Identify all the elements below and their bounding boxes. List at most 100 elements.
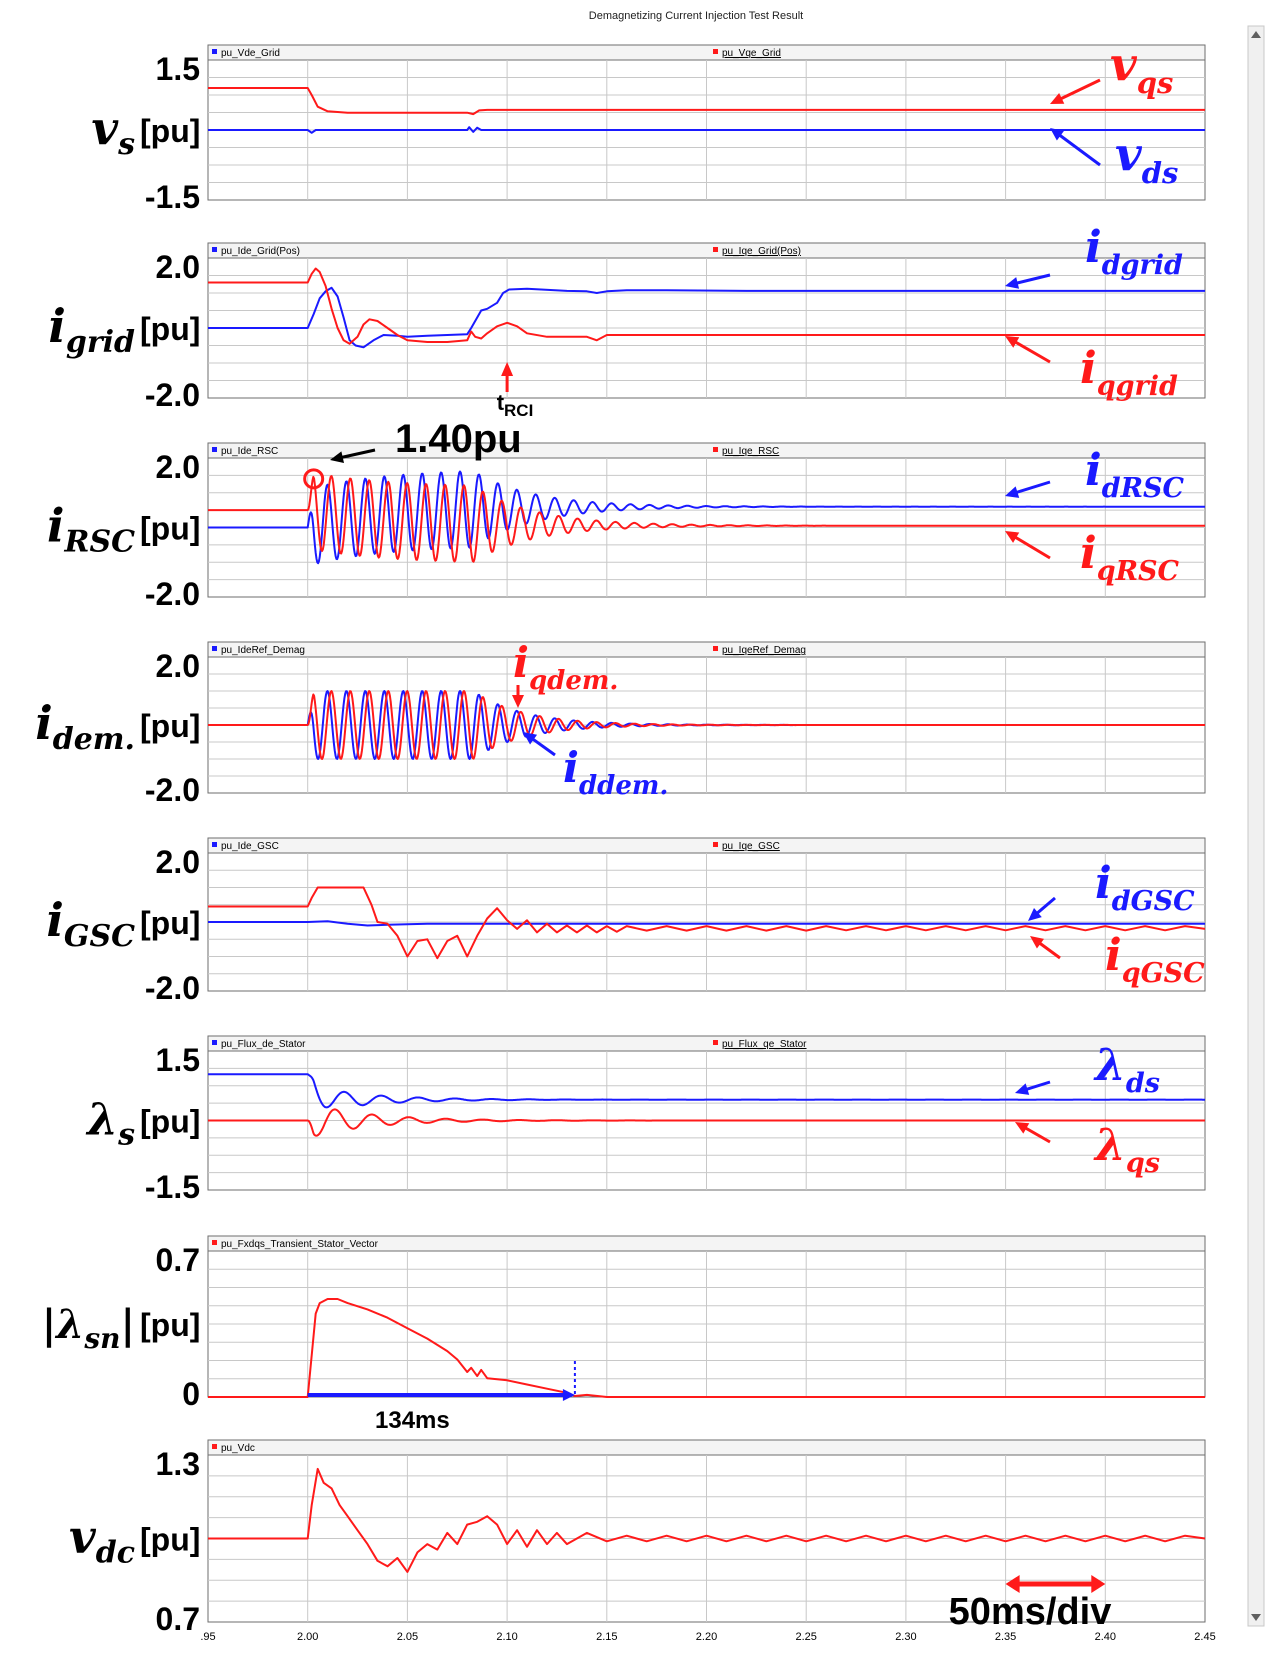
y-axis-unit-label: [pu] (140, 1104, 200, 1140)
annotation-label: idGSC (1095, 858, 1195, 917)
annotation-arrow (1012, 480, 1051, 496)
series-line-pu_Flux_qe_Stator (208, 1108, 1206, 1137)
scroll-up-icon[interactable] (1251, 31, 1261, 38)
series-line-pu_Vde_Grid (208, 126, 1205, 134)
legend-label: pu_Ide_GSC (221, 841, 279, 852)
annotation-arrowhead (1050, 92, 1065, 104)
panel-1: pu_Vde_Grid pu_Vqe_Grid 1.5 -1.5 vs [pu] vqs vd… (91, 37, 1206, 215)
y-tick-label-bottom: -2.0 (145, 377, 200, 413)
scale-annotation: 50ms/div (949, 1591, 1112, 1633)
y-axis-quantity-label: λs (85, 1095, 135, 1153)
y-axis-unit-label: [pu] (140, 905, 200, 941)
legend-label: pu_IdeRef_Demag (221, 645, 305, 656)
y-axis-unit-label: [pu] (140, 1522, 200, 1558)
series-line-pu_IqeRef_Demag (208, 690, 1206, 760)
x-tick-label: 2.05 (397, 1631, 418, 1643)
annotation-label: λds (1093, 1040, 1160, 1099)
legend-swatch (713, 247, 718, 252)
annotation-arrow (1021, 1124, 1051, 1144)
y-axis-unit-label: [pu] (140, 113, 200, 149)
window-title: Demagnetizing Current Injection Test Res… (589, 10, 803, 22)
annotation-arrowhead (1015, 1083, 1030, 1095)
y-tick-label-top: 2.0 (156, 844, 200, 880)
scale-arrowhead-left (1005, 1575, 1020, 1593)
y-tick-label-bottom: 0 (182, 1376, 200, 1412)
panel-header (207, 641, 1206, 658)
panel-8: pu_Vdc 1.3 0.7 vdc [pu] 50ms/div (69, 1439, 1206, 1637)
legend-swatch (212, 1040, 217, 1045)
legend-label: pu_Iqe_RSC (722, 446, 779, 457)
legend-label: pu_Flux_qe_Stator (722, 1039, 807, 1050)
y-tick-label-bottom: 0.7 (156, 1601, 200, 1637)
y-tick-label-bottom: -2.0 (145, 772, 200, 808)
y-axis-unit-label: [pu] (140, 511, 200, 547)
legend-label: pu_Fxdqs_Transient_Stator_Vector (221, 1239, 379, 1250)
x-tick-label: 2.40 (1095, 1631, 1116, 1643)
trci-arrowhead (501, 362, 514, 376)
annotation-label: 134ms (375, 1407, 450, 1434)
panel-5: pu_Ide_GSC pu_Iqe_GSC 2.0 -2.0 iGSC [pu] idGSC… (46, 837, 1206, 1006)
x-tick-label: 2.20 (696, 1631, 717, 1643)
legend-swatch (212, 49, 217, 54)
legend-swatch (212, 1240, 217, 1245)
x-tick-label: 2.25 (795, 1631, 816, 1643)
legend-label: pu_Ide_Grid(Pos) (221, 246, 300, 257)
series-line-pu_Iqe_Grid(Pos) (208, 267, 1205, 345)
y-axis-quantity-label: idem. (35, 696, 135, 757)
legend-swatch (212, 247, 217, 252)
y-tick-label-top: 1.5 (156, 1042, 200, 1078)
series-line-pu_Ide_Grid(Pos) (208, 286, 1205, 349)
series-line-pu_Ide_RSC (208, 470, 1206, 565)
annotation-arrowhead (330, 451, 344, 464)
y-axis-unit-label: [pu] (140, 1307, 200, 1343)
vertical-scrollbar[interactable] (1247, 25, 1265, 1627)
panel-header (207, 442, 1206, 459)
legend-label: pu_IqeRef_Demag (722, 645, 806, 656)
scroll-down-icon[interactable] (1251, 1614, 1261, 1621)
y-tick-label-top: 2.0 (156, 449, 200, 485)
annotation-label: tRCI (497, 390, 534, 420)
y-axis-quantity-label: vdc (69, 1510, 135, 1571)
annotation-arrowhead (1050, 128, 1065, 141)
y-tick-label-top: 2.0 (156, 249, 200, 285)
y-axis-quantity-label: |λsn| (42, 1301, 135, 1355)
legend-label: pu_Vqe_Grid (722, 48, 781, 59)
y-tick-label-top: 2.0 (156, 648, 200, 684)
y-axis-unit-label: [pu] (140, 708, 200, 744)
annotation-arrowhead (1005, 486, 1020, 498)
y-tick-label-bottom: -1.5 (145, 1169, 200, 1205)
legend-swatch (713, 646, 718, 651)
y-tick-label-bottom: -1.5 (145, 179, 200, 215)
y-axis-quantity-label: iRSC (47, 499, 135, 560)
annotation-label: 1.40pu (395, 417, 522, 461)
annotation-arrowhead (523, 732, 538, 745)
legend-swatch (713, 842, 718, 847)
legend-label: pu_Ide_RSC (221, 446, 278, 457)
x-tick-label: 2.00 (297, 1631, 318, 1643)
annotation-arrow (1011, 338, 1051, 364)
x-axis: .95 2.00 2.05 2.10 2.15 2.20 2.25 2.30 2.35 2.40 2… (200, 1631, 1215, 1643)
annotation-arrowhead (1015, 1122, 1030, 1134)
annotation-label: iqgrid (1080, 343, 1178, 402)
series-line-pu_Ide_GSC (208, 920, 1205, 927)
series-line-pu_Flux_de_Stator (208, 1073, 1206, 1109)
legend-swatch (212, 1444, 217, 1449)
y-tick-label-bottom: -2.0 (145, 576, 200, 612)
annotation-arrowhead (1005, 277, 1020, 289)
annotation-arrowhead (512, 695, 524, 708)
y-axis-quantity-label: iGSC (46, 893, 135, 954)
x-tick-label: .95 (200, 1631, 215, 1643)
panel-header (207, 1035, 1206, 1052)
y-tick-label-top: 1.5 (156, 51, 200, 87)
annotation-label: λqs (1093, 1120, 1160, 1179)
y-axis-quantity-label: igrid (48, 299, 135, 360)
annotation-label: idRSC (1085, 445, 1185, 504)
legend-label: pu_Vde_Grid (221, 48, 280, 59)
legend-swatch (713, 49, 718, 54)
series-line-pu_Iqe_GSC (208, 886, 1206, 960)
y-axis-quantity-label: vs (91, 101, 135, 162)
legend-label: pu_Vdc (221, 1443, 255, 1454)
scrollbar-track[interactable] (1247, 25, 1265, 1627)
